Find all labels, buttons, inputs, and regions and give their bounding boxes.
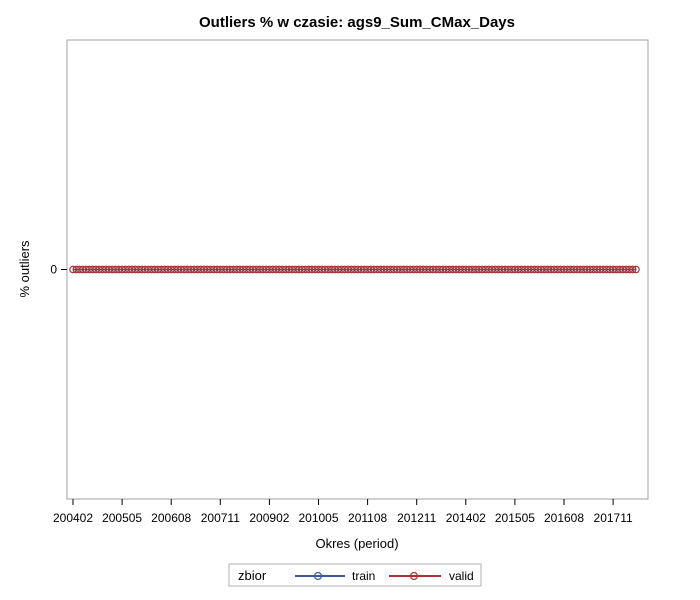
x-tick-label: 201005 <box>298 511 338 525</box>
data-point-valid <box>629 265 637 274</box>
x-tick-label: 201108 <box>348 511 387 525</box>
y-tick-label: 0 <box>50 263 57 277</box>
legend-valid-label: valid <box>449 569 474 583</box>
x-tick-label: 200711 <box>201 511 240 525</box>
x-axis-label: Okres (period) <box>315 536 398 551</box>
x-axis: 200402 200505 200608 200711 200902 201005 2011… <box>53 499 633 525</box>
data-point-valid <box>632 265 640 274</box>
series-valid <box>69 265 640 274</box>
legend-train-marker <box>313 571 323 581</box>
legend-valid-marker <box>409 571 419 581</box>
x-tick-label: 201608 <box>544 511 584 525</box>
chart-title: Outliers % w czasie: ags9_Sum_CMax_Days <box>199 14 515 31</box>
x-tick-label: 201402 <box>446 511 486 525</box>
y-axis-label: % outliers <box>17 240 32 298</box>
legend: zbior train valid <box>228 563 482 587</box>
x-tick-label: 200402 <box>53 511 93 525</box>
x-tick-label: 201505 <box>495 511 535 525</box>
x-tick-label: 200608 <box>151 511 191 525</box>
legend-train-label: train <box>352 569 375 583</box>
x-tick-label: 201711 <box>594 511 633 525</box>
x-tick-label: 200902 <box>249 511 289 525</box>
legend-title: zbior <box>238 568 267 583</box>
y-axis: 0 <box>50 263 67 277</box>
x-tick-label: 201211 <box>397 511 436 525</box>
legend-frame <box>228 563 482 587</box>
x-tick-label: 200505 <box>102 511 142 525</box>
